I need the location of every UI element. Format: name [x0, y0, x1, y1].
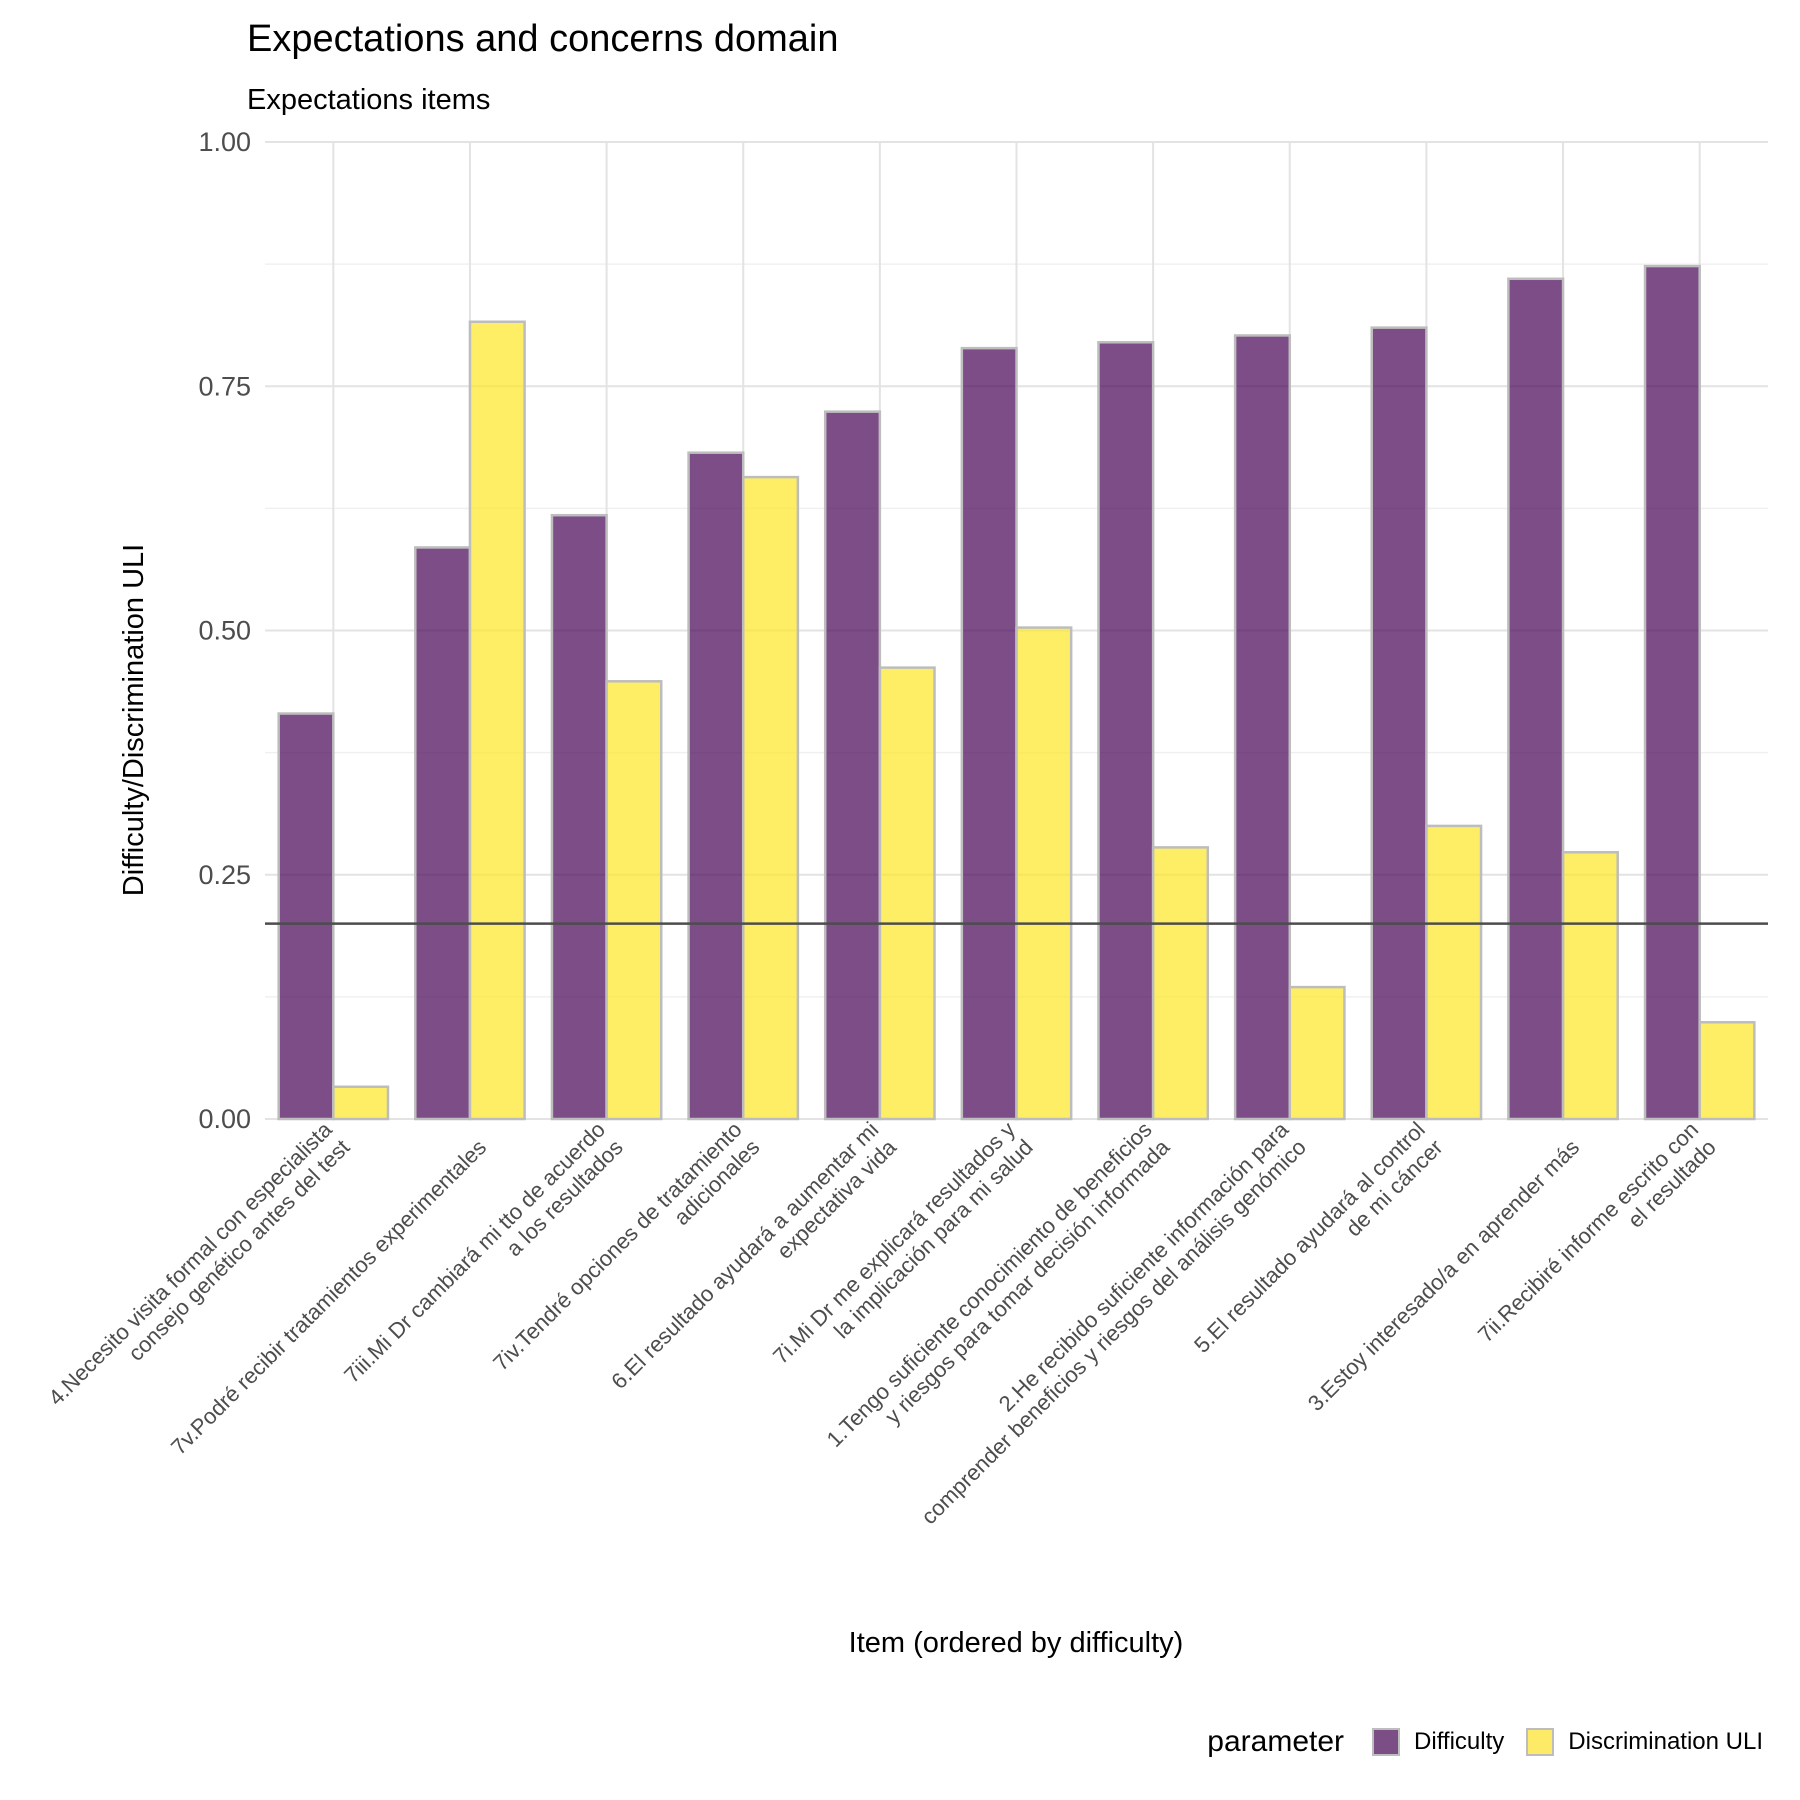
bar-difficulty-10: [1507, 277, 1565, 1121]
legend-key-discrimination: [1526, 1728, 1555, 1756]
chart-title: Expectations and concerns domain: [247, 18, 839, 60]
bar-discrimination-9: [1425, 824, 1483, 1121]
bar-discrimination-11: [1698, 1021, 1756, 1121]
x-tick-text: 7ii.Recibiré informe escrito conel resul…: [1473, 1117, 1721, 1365]
y-tick-label: 1.00: [198, 127, 251, 157]
x-tick-label-11: 7ii.Recibiré informe escrito conel resul…: [1473, 1117, 1721, 1365]
bar-difficulty-2: [414, 546, 472, 1121]
bar-discrimination-8: [1288, 985, 1346, 1121]
bar-difficulty-9: [1370, 326, 1428, 1121]
x-axis-title: Item (ordered by difficulty): [849, 1627, 1184, 1659]
legend-item-discrimination: Discrimination ULI: [1526, 1728, 1763, 1756]
legend-title: parameter: [1207, 1725, 1345, 1758]
bar-discrimination-7: [1151, 846, 1210, 1121]
legend: parameter Difficulty Discrimination ULI: [1207, 1725, 1763, 1759]
bar-difficulty-5: [823, 410, 882, 1121]
x-tick-label-9: 5.El resultado ayudará al controlde mi c…: [1189, 1117, 1447, 1375]
x-tick-label-6: 7i.Mi Dr me explicará resultados yla imp…: [768, 1117, 1038, 1387]
y-tick-label: 0.00: [198, 1104, 251, 1134]
x-tick-text: 4.Necesito visita formal con especialist…: [43, 1116, 355, 1428]
x-tick-line: consejo genético antes del test: [123, 1135, 354, 1366]
bar-difficulty-6: [960, 346, 1018, 1121]
legend-label-difficulty: Difficulty: [1414, 1728, 1505, 1755]
y-tick-label: 0.50: [198, 616, 251, 646]
x-tick-text: 7i.Mi Dr me explicará resultados yla imp…: [768, 1117, 1038, 1387]
x-tick-line: 7ii.Recibiré informe escrito con: [1473, 1117, 1703, 1347]
x-tick-labels: 4.Necesito visita formal con especialist…: [43, 1116, 1721, 1529]
y-tick-label: 0.75: [198, 371, 251, 401]
legend-key-difficulty: [1372, 1728, 1401, 1756]
y-axis-title: Difficulty/Discrimination ULI: [118, 544, 150, 896]
x-tick-label-1: 4.Necesito visita formal con especialist…: [43, 1116, 355, 1428]
bar-discrimination-1: [332, 1085, 390, 1121]
legend-label-discrimination: Discrimination ULI: [1568, 1728, 1763, 1755]
bar-difficulty-8: [1233, 334, 1292, 1121]
bar-discrimination-6: [1015, 626, 1073, 1121]
bar-difficulty-4: [687, 451, 745, 1121]
bar-difficulty-1: [277, 712, 335, 1121]
bar-discrimination-10: [1561, 851, 1619, 1121]
bar-difficulty-3: [550, 513, 608, 1121]
x-tick-label-4: 7iv.Tendré opciones de tratamientoadicio…: [488, 1117, 764, 1393]
bar-difficulty-7: [1097, 341, 1155, 1121]
chart-subtitle: Expectations items: [247, 84, 491, 116]
y-tick-label: 0.25: [198, 860, 251, 890]
x-tick-text: 5.El resultado ayudará al controlde mi c…: [1189, 1117, 1447, 1375]
bar-discrimination-4: [741, 475, 800, 1121]
x-tick-text: 7iv.Tendré opciones de tratamientoadicio…: [488, 1117, 764, 1393]
y-tick-labels: 0.00 0.25 0.50 0.75 1.00: [198, 127, 251, 1134]
bar-discrimination-2: [468, 320, 526, 1121]
bar-discrimination-3: [605, 680, 663, 1121]
bar-discrimination-5: [878, 666, 936, 1121]
legend-item-difficulty: Difficulty: [1372, 1728, 1504, 1756]
bar-difficulty-11: [1643, 264, 1701, 1121]
x-tick-line: 4.Necesito visita formal con especialist…: [43, 1116, 337, 1410]
bars: [277, 264, 1756, 1121]
